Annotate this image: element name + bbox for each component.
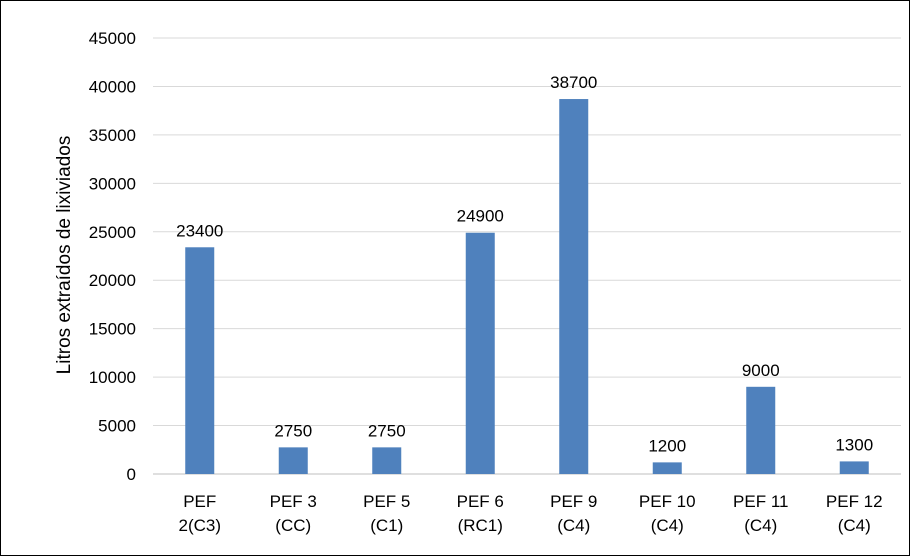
- bars: [185, 99, 869, 474]
- y-tick-label: 0: [127, 465, 136, 484]
- bar: [185, 247, 215, 474]
- y-tick-label: 5000: [98, 417, 136, 436]
- y-axis-title: Litros extraídos de lixiviados: [54, 136, 75, 375]
- data-label: 1200: [648, 436, 686, 455]
- data-labels: 23400 2750 2750 24900 38700 1200 9000 1300: [176, 73, 873, 455]
- x-tick-label: PEF 3: [270, 492, 317, 511]
- x-tick-label-line2: (C4): [651, 516, 684, 535]
- data-label: 23400: [176, 221, 223, 240]
- gridlines: [153, 37, 901, 475]
- data-label: 1300: [835, 435, 873, 454]
- bar: [746, 386, 776, 474]
- x-tick-label: PEF: [183, 492, 216, 511]
- y-tick-label: 45000: [89, 29, 136, 48]
- y-tick-label: 15000: [89, 320, 136, 339]
- data-label: 9000: [742, 361, 780, 380]
- x-tick-label-line2: (C4): [838, 516, 871, 535]
- x-axis-ticks: PEF 2(C3) PEF 3 (CC) PEF 5 (C1) PEF 6 (RC1) PEF …: [178, 492, 882, 535]
- x-tick-label: PEF 9: [550, 492, 597, 511]
- y-tick-label: 10000: [89, 368, 136, 387]
- y-tick-label: 30000: [89, 174, 136, 193]
- x-tick-label-line2: (RC1): [458, 516, 503, 535]
- x-tick-label-line2: (C1): [370, 516, 403, 535]
- x-tick-label-line2: 2(C3): [178, 516, 221, 535]
- bar: [278, 447, 308, 474]
- y-tick-label: 25000: [89, 223, 136, 242]
- y-tick-label: 20000: [89, 271, 136, 290]
- x-tick-label-line2: (C4): [744, 516, 777, 535]
- bar: [559, 99, 589, 474]
- x-tick-label: PEF 6: [457, 492, 504, 511]
- bar: [652, 462, 682, 474]
- x-tick-label-line2: (C4): [557, 516, 590, 535]
- y-tick-label: 40000: [89, 77, 136, 96]
- bar: [372, 447, 402, 474]
- x-tick-label: PEF 11: [733, 492, 788, 511]
- x-tick-label: PEF 12: [826, 492, 883, 511]
- data-label: 2750: [368, 421, 406, 440]
- bar: [465, 232, 495, 474]
- bar: [839, 461, 869, 474]
- y-axis-ticks: 0 5000 10000 15000 20000 25000 30000 35000 40000…: [89, 29, 136, 484]
- data-label: 2750: [274, 421, 312, 440]
- data-label: 24900: [457, 207, 504, 226]
- x-tick-label: PEF 10: [639, 492, 696, 511]
- x-tick-label-line2: (CC): [275, 516, 311, 535]
- data-label: 38700: [550, 73, 597, 92]
- x-tick-label: PEF 5: [363, 492, 410, 511]
- y-tick-label: 35000: [89, 126, 136, 145]
